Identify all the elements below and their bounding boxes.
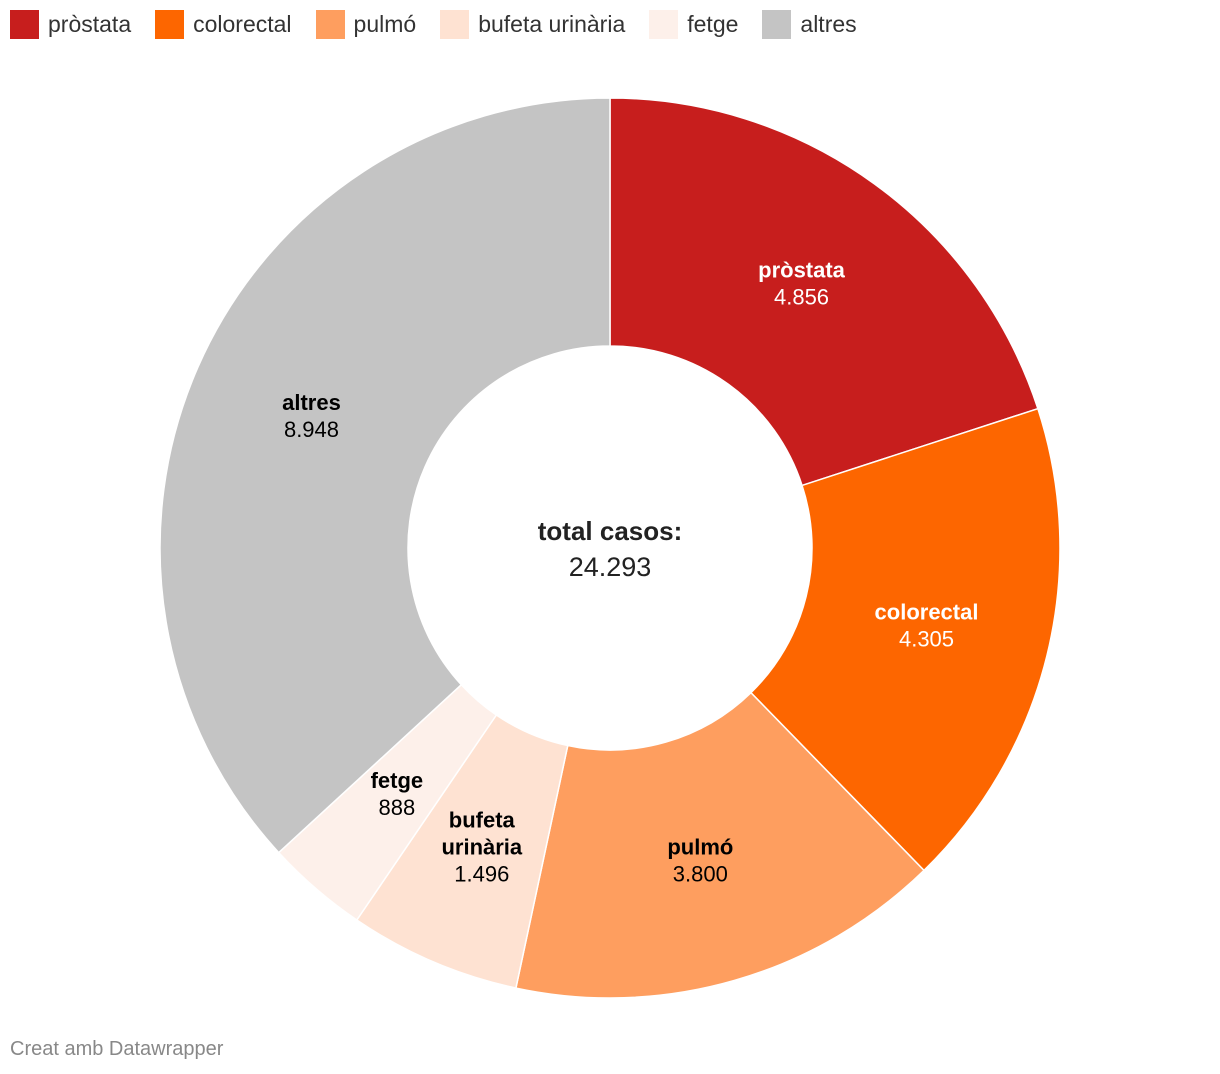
slice-label-name: urinària xyxy=(441,834,522,859)
slice-label-value: 4.305 xyxy=(899,626,954,651)
legend-label: pulmó xyxy=(353,10,417,37)
legend-swatch xyxy=(155,9,185,39)
legend-item-fetge: fetge xyxy=(649,9,739,39)
legend-label: altres xyxy=(800,10,857,37)
legend-item-prostata: pròstata xyxy=(10,9,132,39)
legend-label: bufeta urinària xyxy=(478,10,626,37)
slice-label-name: fetge xyxy=(371,768,424,793)
legend-label: pròstata xyxy=(48,10,132,37)
legend-swatch xyxy=(649,9,679,39)
legend-swatch xyxy=(762,9,792,39)
slice-label-name: pulmó xyxy=(667,834,733,859)
center-total-value: 24.293 xyxy=(569,552,652,582)
legend-item-altres: altres xyxy=(762,9,857,39)
center-title: total casos: xyxy=(538,516,683,546)
legend-swatch xyxy=(440,9,470,39)
slice-label-name: pròstata xyxy=(758,257,846,282)
slice-label-value: 3.800 xyxy=(673,861,728,886)
slice-label-value: 1.496 xyxy=(454,861,509,886)
legend-item-bufeta-urinaria: bufeta urinària xyxy=(440,9,626,39)
slice-label-name: colorectal xyxy=(875,599,979,624)
slice-colorectal[interactable] xyxy=(749,407,1061,872)
slice-label-name: bufeta xyxy=(449,807,516,832)
slice-altres[interactable] xyxy=(159,97,611,854)
legend-label: colorectal xyxy=(193,10,292,37)
legend-item-pulmo: pulmó xyxy=(315,9,417,39)
legend: pròstata colorectal pulmó bufeta urinària fe… xyxy=(10,9,881,39)
legend-swatch xyxy=(315,9,345,39)
legend-label: fetge xyxy=(687,10,739,37)
legend-swatch xyxy=(10,9,39,39)
slice-label-value: 4.856 xyxy=(774,284,829,309)
slice-prostata[interactable] xyxy=(609,97,1039,487)
footer-credit[interactable]: Creat amb Datawrapper xyxy=(10,1038,224,1060)
slice-label-name: altres xyxy=(282,390,341,415)
slice-pulmo[interactable] xyxy=(515,691,926,999)
legend-item-colorectal: colorectal xyxy=(155,9,292,39)
slice-label-value: 888 xyxy=(379,795,416,820)
slice-label-value: 8.948 xyxy=(284,417,339,442)
